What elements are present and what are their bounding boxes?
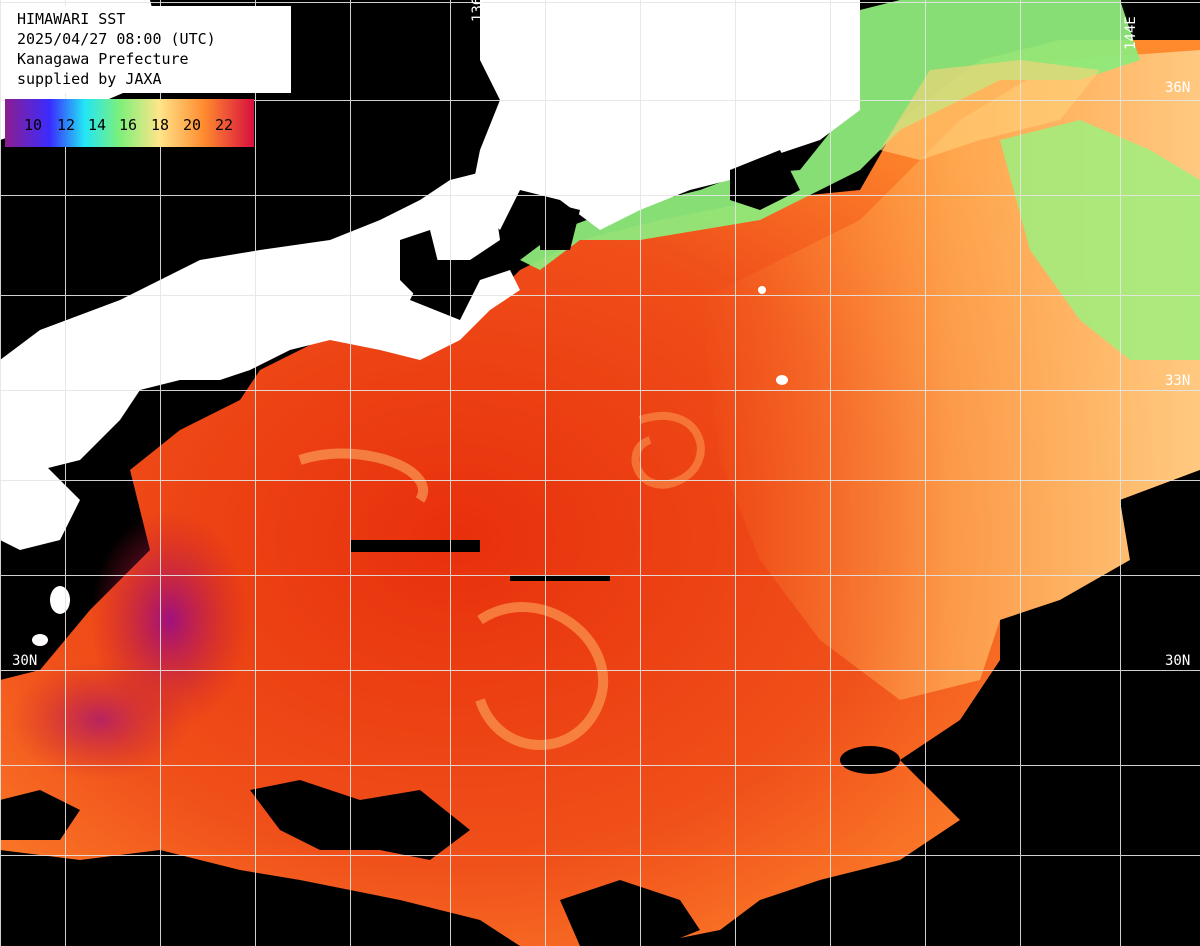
lat-label-33n-right: 33N bbox=[1165, 373, 1191, 389]
info-credit: supplied by JAXA bbox=[17, 70, 162, 88]
sst-cold-patch-east bbox=[1000, 120, 1200, 360]
sst-hot-spot-2 bbox=[10, 660, 190, 780]
legend-label-10: 10 bbox=[24, 116, 43, 134]
legend-label-20: 20 bbox=[183, 116, 202, 134]
info-box: HIMAWARI SST 2025/04/27 08:00 (UTC) Kana… bbox=[5, 6, 291, 93]
cloud-patch-south bbox=[250, 780, 470, 860]
land-island-1 bbox=[50, 586, 70, 614]
land-japan bbox=[150, 0, 860, 230]
color-scale-legend: 10 12 14 16 18 20 22 bbox=[5, 99, 254, 147]
cloud-patch-south-2 bbox=[0, 790, 80, 840]
land-island-3 bbox=[776, 375, 788, 385]
land-island-4 bbox=[758, 286, 766, 294]
info-region: Kanagawa Prefecture bbox=[17, 50, 189, 68]
info-title: HIMAWARI SST bbox=[17, 10, 126, 28]
land-island-2 bbox=[32, 634, 48, 646]
bay-dark-2 bbox=[540, 200, 580, 250]
land-kyushu bbox=[0, 370, 80, 550]
lat-label-36n-right: 36N bbox=[1165, 80, 1191, 96]
sst-eddy-2 bbox=[631, 411, 705, 489]
legend-label-18: 18 bbox=[151, 116, 170, 134]
cloud-patch-bottom bbox=[560, 880, 700, 946]
lat-label-33n-left: 33N bbox=[10, 373, 36, 389]
lon-label-144e: 144E bbox=[1123, 16, 1139, 50]
sst-eddy-1 bbox=[475, 602, 609, 750]
land-shikoku-kii bbox=[0, 170, 520, 480]
legend-label-14: 14 bbox=[88, 116, 107, 134]
cloud-patch-east bbox=[840, 746, 900, 774]
lat-label-30n-right: 30N bbox=[1165, 653, 1191, 669]
bay-dark-3 bbox=[400, 230, 440, 300]
info-datetime: 2025/04/27 08:00 (UTC) bbox=[17, 30, 216, 48]
sst-cool-band bbox=[880, 60, 1100, 160]
lon-label-136e: 136E bbox=[470, 0, 486, 22]
legend-label-22: 22 bbox=[215, 116, 234, 134]
legend-label-12: 12 bbox=[57, 116, 76, 134]
color-scale-bar bbox=[5, 99, 254, 147]
sst-eddy-3 bbox=[298, 448, 428, 503]
lat-label-30n-left: 30N bbox=[12, 653, 38, 669]
cloud-streak-2 bbox=[510, 575, 610, 581]
legend-label-16: 16 bbox=[119, 116, 138, 134]
cloud-streak-1 bbox=[350, 540, 480, 552]
